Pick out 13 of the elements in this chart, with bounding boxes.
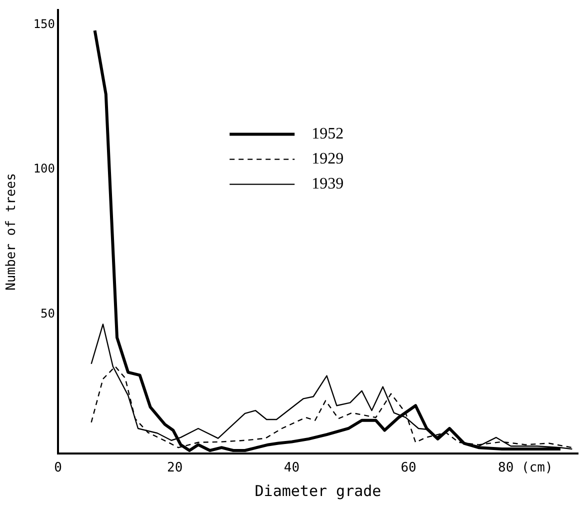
x-tick-label: 80 (cm) bbox=[498, 460, 553, 476]
x-tick-label: 40 bbox=[284, 460, 300, 476]
y-axis-title: Number of trees bbox=[4, 173, 20, 291]
x-tick-label: 20 bbox=[167, 460, 183, 476]
x-tick-label: 60 bbox=[400, 460, 416, 476]
y-tick-label: 50 bbox=[40, 306, 55, 320]
legend-label: 1939 bbox=[312, 176, 344, 192]
legend-label: 1929 bbox=[312, 150, 344, 168]
x-tick-label: 0 bbox=[54, 460, 62, 476]
y-tick-label: 150 bbox=[33, 16, 55, 31]
y-tick-label: 100 bbox=[33, 162, 55, 176]
x-axis-title: Diameter grade bbox=[254, 482, 382, 500]
legend-label: 1952 bbox=[312, 126, 344, 142]
